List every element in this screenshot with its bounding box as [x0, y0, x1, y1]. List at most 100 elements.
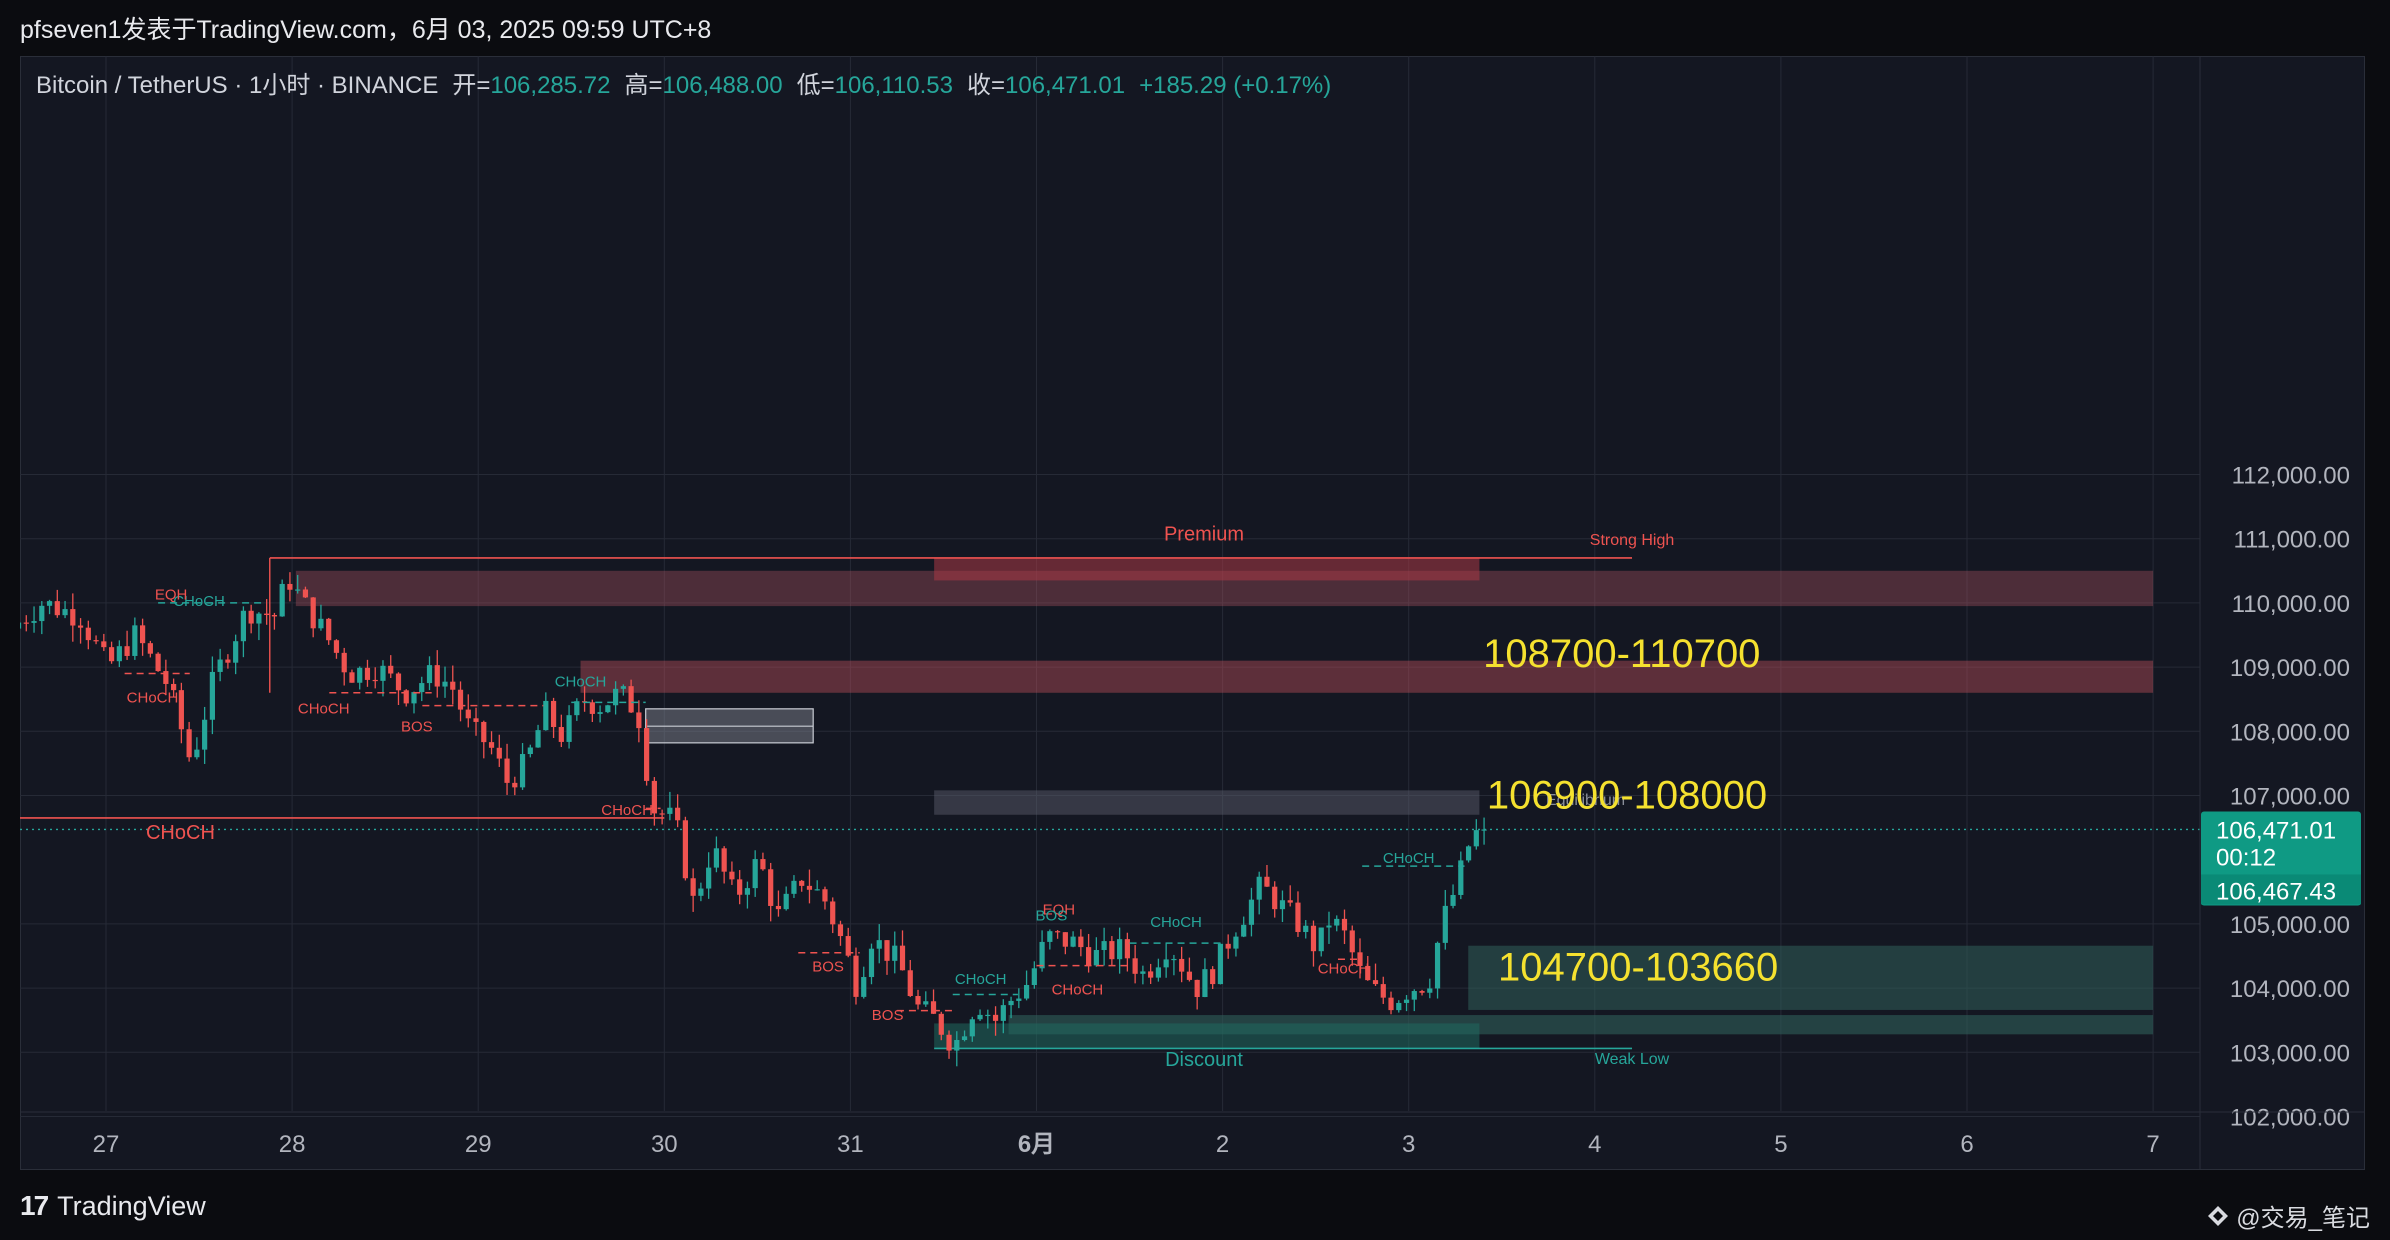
candle-body: [775, 905, 782, 910]
candle: [667, 791, 673, 821]
author-watermark: @交易_笔记: [2206, 1198, 2370, 1233]
candle: [1303, 920, 1309, 939]
candle: [589, 699, 595, 723]
candle-body: [1341, 918, 1348, 931]
legend-part: 106,110.53: [835, 72, 953, 99]
candle-body: [830, 901, 836, 925]
candle-body: [837, 924, 844, 937]
candle-body: [566, 715, 572, 742]
tradingview-logo[interactable]: 17 TradingView: [20, 1190, 206, 1222]
candle: [287, 572, 293, 602]
candle-body: [380, 665, 386, 681]
candle-body: [101, 641, 107, 648]
candle-body: [930, 1001, 937, 1014]
annotation-label: CHoCH: [1383, 850, 1435, 867]
candle: [1233, 932, 1239, 957]
candle: [737, 870, 743, 905]
candle: [1419, 989, 1425, 996]
candle-body: [938, 1013, 944, 1035]
annotation-label: CHoCH: [298, 700, 350, 717]
candle: [1365, 956, 1371, 981]
candle-body: [1132, 958, 1138, 974]
candle: [775, 890, 782, 917]
price-chart[interactable]: Premium Strong High Discount Weak Low Equili…: [20, 56, 2365, 1170]
candle-body: [504, 758, 510, 783]
candle-body: [209, 671, 215, 720]
candle-body: [31, 621, 37, 623]
candle: [1117, 927, 1123, 974]
candle-body: [1233, 936, 1239, 949]
candle-body: [442, 681, 448, 687]
candle-body: [1365, 965, 1371, 981]
candle: [558, 714, 564, 748]
candle-body: [721, 848, 727, 872]
candle-body: [737, 879, 743, 895]
candle-body: [814, 889, 820, 891]
candle: [1264, 865, 1270, 887]
candle-body: [163, 671, 169, 684]
candle-body: [1450, 894, 1456, 906]
candle: [434, 650, 440, 698]
candle: [597, 705, 603, 723]
candle: [822, 886, 828, 910]
candle: [550, 697, 557, 738]
candle: [411, 691, 417, 714]
candle: [194, 737, 200, 760]
candle: [1279, 890, 1286, 923]
candle-body: [271, 614, 278, 617]
candle-body: [1388, 997, 1394, 1011]
candle-body: [613, 688, 619, 706]
candle-body: [806, 885, 813, 890]
candle-body: [1039, 941, 1045, 969]
candle: [450, 665, 456, 705]
candle-body: [93, 640, 99, 642]
legend-part: Bitcoin / TetherUS · 1小时 · BINANCE: [36, 72, 438, 99]
candle-body: [1109, 941, 1115, 960]
supply-zone-lower: [580, 660, 2154, 693]
candle: [837, 920, 844, 946]
candle: [853, 947, 859, 1005]
legend-part: 开=: [452, 72, 490, 99]
candle-body: [496, 747, 502, 759]
candle-body: [527, 747, 533, 755]
candle-body: [1023, 984, 1030, 999]
candle: [108, 641, 115, 664]
candle-body: [519, 754, 526, 788]
candle-body: [1403, 999, 1410, 1003]
candle-body: [357, 667, 363, 683]
candle: [806, 869, 813, 904]
annotation-label: Strong High: [1590, 532, 1675, 549]
candle: [830, 897, 836, 934]
candle: [426, 656, 433, 691]
candle: [264, 599, 270, 625]
candle: [481, 720, 487, 759]
candle: [20, 622, 22, 629]
candle: [985, 1009, 991, 1029]
candle-body: [861, 977, 867, 997]
candle: [706, 852, 712, 899]
candle-body: [434, 665, 440, 687]
candle: [70, 593, 76, 642]
candle: [799, 879, 805, 892]
candle-body: [233, 641, 239, 663]
candle: [1202, 958, 1208, 998]
candle-body: [116, 646, 122, 662]
candle: [1023, 970, 1030, 1001]
candle: [752, 850, 758, 897]
candle: [954, 1031, 960, 1067]
candle-body: [1194, 979, 1200, 998]
candle: [675, 794, 681, 828]
candle-body: [543, 700, 549, 731]
candle: [636, 700, 642, 743]
candle: [791, 875, 797, 898]
candle-body: [1310, 925, 1317, 952]
candle-body: [139, 625, 146, 644]
candle-body: [295, 589, 301, 591]
candle-body: [713, 848, 720, 868]
candle: [139, 618, 146, 656]
candle-body: [651, 780, 657, 814]
candle: [333, 639, 340, 659]
candle: [364, 659, 371, 687]
candle: [1341, 909, 1348, 945]
candle: [93, 635, 99, 645]
